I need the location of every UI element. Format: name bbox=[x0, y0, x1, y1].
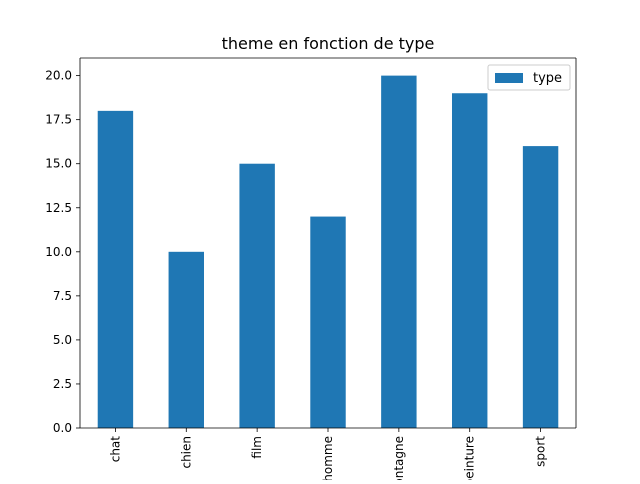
bar-film bbox=[239, 163, 275, 428]
bar-chat bbox=[97, 110, 134, 429]
legend-label: type bbox=[533, 71, 562, 86]
bar-chien bbox=[168, 251, 204, 428]
x-tick-label-chien: chien bbox=[179, 436, 193, 469]
x-tick-label-film: film bbox=[250, 436, 264, 459]
x-tick-label-homme: homme bbox=[321, 436, 335, 480]
x-tick-label-montagne: montagne bbox=[392, 436, 406, 480]
bar-peinture bbox=[452, 93, 488, 429]
bar-montagne bbox=[381, 75, 417, 429]
x-tick-label-chat: chat bbox=[108, 436, 122, 463]
chart-title: theme en fonction de type bbox=[222, 34, 435, 53]
y-tick-label: 0.0 bbox=[53, 421, 72, 435]
y-tick-label: 10.0 bbox=[45, 245, 72, 259]
legend-swatch bbox=[495, 73, 523, 83]
y-tick-label: 5.0 bbox=[53, 333, 72, 347]
x-tick-label-sport: sport bbox=[534, 436, 548, 467]
y-tick-label: 15.0 bbox=[45, 157, 72, 171]
y-tick-label: 2.5 bbox=[53, 377, 72, 391]
bar-sport bbox=[522, 146, 559, 428]
x-tick-label-peinture: peinture bbox=[463, 436, 477, 480]
bar-homme bbox=[310, 216, 346, 428]
x-tick-labels: chat chien film homme montagne peinture sport bbox=[108, 436, 547, 480]
y-tick-label: 12.5 bbox=[45, 201, 72, 215]
y-tick-label: 7.5 bbox=[53, 289, 72, 303]
y-tick-label: 20.0 bbox=[45, 69, 72, 83]
plot-area: 0.0 2.5 5.0 7.5 10.0 12.5 15.0 17.5 20.0 chat chie… bbox=[45, 57, 577, 480]
legend-box bbox=[487, 64, 571, 91]
y-tick-label: 17.5 bbox=[45, 113, 72, 127]
